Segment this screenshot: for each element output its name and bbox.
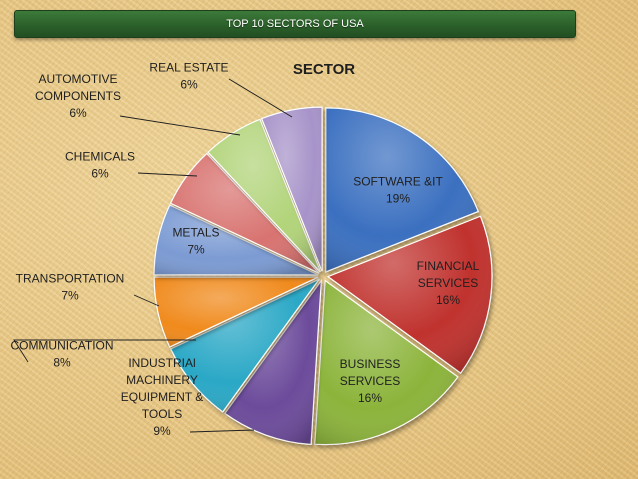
pie-slice-shading [261, 107, 323, 272]
slice-label-financial-services: FINANCIAL SERVICES 16% [417, 259, 480, 307]
slice-label-chemicals: CHEMICALS 6% [65, 150, 135, 181]
pie-slice-shading [224, 280, 322, 445]
slice-label-industrial-machinery-equipment-tools: INDUSTRIAl MACHINERY EQUIPMENT & TOOLS 9% [121, 356, 203, 438]
slice-label-transportation: TRANSPORTATION 7% [16, 272, 125, 303]
slice-label-real-estate: REAL ESTATE 6% [149, 61, 228, 92]
slice-label-software-it: SOFTWARE &IT 19% [353, 175, 443, 206]
chart-banner-title: TOP 10 SECTORS OF USA [14, 10, 576, 38]
slice-label-business-services: BUSINESS SERVICES 16% [340, 357, 401, 405]
pie-slice-shading [154, 277, 319, 347]
pie-slice-shading [327, 216, 492, 374]
pie-slice-shading [170, 153, 319, 274]
pie-slice-shading [208, 119, 321, 272]
chart-title: SECTOR [293, 61, 355, 78]
leader-line-real-estate [228, 78, 293, 118]
slice-label-communication: COMMUNICATION 8% [10, 339, 113, 370]
pie-slice-shading [170, 279, 320, 412]
pie-slice-shading [325, 107, 479, 272]
leader-line-automotive-components [119, 115, 241, 136]
leader-line-industrial-machinery-equipment-tools [189, 429, 255, 433]
leader-line-communication [13, 339, 196, 363]
pie-slice-shading [154, 205, 319, 275]
leader-line-chemicals [137, 172, 198, 177]
leader-line-transportation [133, 294, 160, 307]
pie-slice-shading [314, 280, 458, 445]
slice-label-metals: METALS 7% [172, 226, 219, 257]
slice-label-automotive-components: AUTOMOTIVE COMPONENTS 6% [35, 72, 121, 120]
